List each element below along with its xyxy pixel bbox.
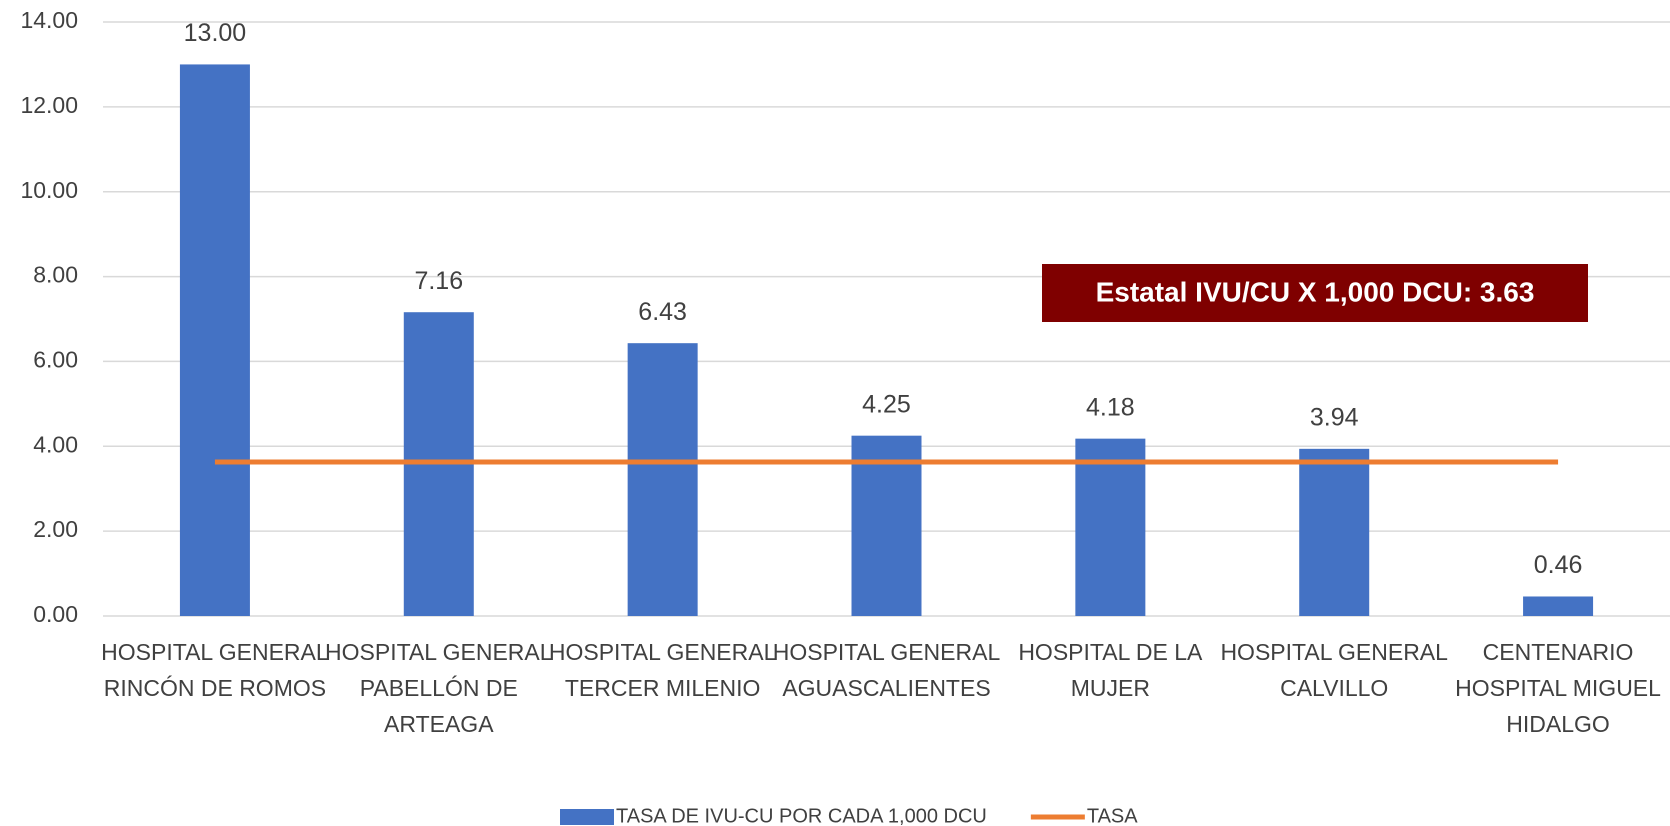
data-label: 4.25 <box>862 390 911 418</box>
x-tick-label: HOSPITAL GENERAL CALVILLO <box>1220 639 1448 701</box>
x-tick-label: HOSPITAL DE LA MUJER <box>1018 639 1203 701</box>
data-label: 0.46 <box>1534 551 1583 579</box>
y-tick-label: 10.00 <box>20 177 78 203</box>
y-tick-label: 0.00 <box>33 601 78 627</box>
x-tick-label: HOSPITAL GENERAL RINCÓN DE ROMOS <box>101 639 329 701</box>
bar <box>1075 438 1146 616</box>
y-tick-label: 8.00 <box>33 262 78 288</box>
x-tick-label: HOSPITAL GENERAL PABELLÓN DE ARTEAGA <box>325 639 553 737</box>
y-tick-label: 4.00 <box>33 431 78 457</box>
bar <box>1299 448 1370 616</box>
data-label: 4.18 <box>1086 393 1135 421</box>
y-tick-label: 12.00 <box>20 92 78 118</box>
y-tick-label: 6.00 <box>33 347 78 373</box>
legend-label: TASA <box>1087 805 1138 826</box>
legend-swatch <box>560 809 614 825</box>
bar <box>179 64 250 616</box>
y-tick-label: 2.00 <box>33 516 78 542</box>
bar <box>851 435 922 616</box>
data-label: 6.43 <box>638 298 687 326</box>
bar <box>1523 596 1594 616</box>
x-tick-label: HOSPITAL GENERAL TERCER MILENIO <box>548 639 777 701</box>
data-label: 13.00 <box>184 19 247 47</box>
y-tick-label: 14.00 <box>20 7 78 33</box>
bar <box>627 343 698 616</box>
annotation: Estatal IVU/CU X 1,000 DCU: 3.63 <box>1096 276 1535 307</box>
annotation-box <box>1042 264 1588 322</box>
x-tick-label: CENTENARIO HOSPITAL MIGUEL HIDALGO <box>1455 639 1661 737</box>
x-tick-label: HOSPITAL GENERAL AGUASCALIENTES <box>772 639 1001 701</box>
data-label: 3.94 <box>1310 403 1359 431</box>
data-label: 7.16 <box>414 267 463 295</box>
legend-label: TASA DE IVU-CU POR CADA 1,000 DCU <box>616 805 987 826</box>
